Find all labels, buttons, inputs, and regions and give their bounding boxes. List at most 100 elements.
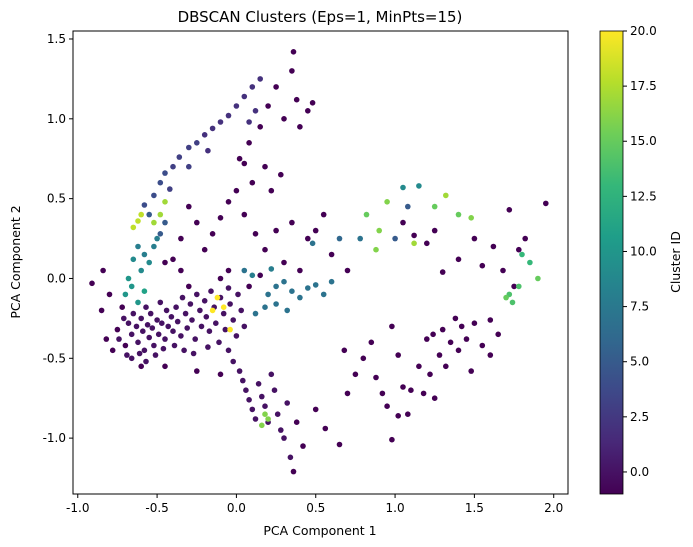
scatter-point — [128, 331, 135, 338]
scatter-point — [443, 192, 449, 199]
scatter-point — [503, 294, 509, 301]
scatter-point — [236, 368, 243, 374]
scatter-point — [157, 211, 164, 218]
scatter-point — [405, 203, 411, 210]
scatter-point — [389, 323, 395, 330]
colorbar-ticks: 0.0 2.5 5.0 7.5 10.0 12.5 15.0 17.5 20.0 — [623, 24, 657, 479]
colorbar-tick-label: 2.5 — [630, 410, 649, 424]
scatter-point — [189, 317, 195, 323]
scatter-point — [320, 291, 327, 298]
scatter-point — [309, 100, 316, 106]
scatter-point — [290, 49, 297, 55]
scatter-point — [455, 347, 462, 354]
scatter-point — [225, 267, 232, 274]
scatter-point — [320, 211, 327, 218]
scatter-point — [186, 144, 192, 151]
scatter-point — [141, 251, 148, 258]
scatter-point — [511, 283, 517, 290]
scatter-point — [151, 192, 157, 199]
scatter-point — [268, 266, 275, 272]
scatter-point — [273, 283, 279, 290]
scatter-point — [116, 336, 122, 342]
scatter-point — [192, 336, 198, 342]
scatter-point — [455, 211, 462, 218]
points-layer — [89, 49, 549, 475]
scatter-point — [233, 333, 240, 339]
scatter-point — [162, 170, 168, 176]
scatter-point — [225, 285, 232, 291]
scatter-point — [176, 154, 183, 160]
scatter-point — [479, 262, 486, 269]
scatter-point — [249, 179, 256, 186]
y-tick-label: 1.0 — [47, 112, 66, 126]
scatter-point — [201, 246, 208, 253]
scatter-point — [431, 203, 438, 210]
scatter-point — [405, 411, 411, 418]
scatter-point — [89, 280, 95, 287]
scatter-point — [516, 283, 522, 290]
scatter-point — [246, 397, 252, 403]
scatter-point — [186, 283, 192, 290]
scatter-point — [265, 103, 271, 109]
scatter-point — [344, 390, 351, 397]
scatter-point — [214, 294, 221, 301]
scatter-point — [535, 275, 541, 282]
scatter-point — [233, 187, 240, 194]
scatter-point — [209, 307, 216, 314]
scatter-point — [146, 211, 152, 218]
scatter-point — [246, 283, 252, 290]
scatter-point — [284, 307, 291, 314]
y-tick-label: 0.5 — [47, 192, 66, 206]
scatter-point — [509, 299, 516, 306]
scatter-point — [155, 331, 162, 338]
x-tick-label: 0.0 — [227, 501, 246, 515]
scatter-point — [289, 219, 295, 226]
scatter-point — [281, 116, 287, 122]
scatter-point — [273, 227, 279, 234]
scatter-point — [163, 307, 170, 314]
scatter-point — [106, 291, 113, 298]
scatter-point — [100, 267, 106, 274]
scatter-point — [230, 317, 236, 323]
x-tick-label: -0.5 — [145, 501, 168, 515]
scatter-point — [168, 314, 175, 320]
scatter-point — [416, 183, 422, 189]
scatter-point — [119, 304, 125, 311]
scatter-point — [154, 235, 160, 242]
scatter-point — [257, 272, 264, 279]
scatter-point — [146, 334, 152, 341]
scatter-point — [274, 411, 281, 418]
scatter-point — [220, 310, 227, 317]
scatter-point — [268, 187, 275, 194]
scatter-point — [162, 363, 168, 370]
scatter-point — [147, 310, 154, 317]
scatter-point — [300, 443, 306, 449]
scatter-point — [458, 323, 465, 330]
scatter-point — [249, 84, 256, 90]
scatter-point — [305, 108, 311, 114]
scatter-point — [389, 436, 395, 443]
scatter-point — [135, 339, 141, 346]
scatter-point — [194, 368, 200, 374]
scatter-point — [262, 411, 268, 418]
scatter-point — [154, 317, 160, 323]
colorbar — [599, 30, 624, 495]
scatter-point — [135, 243, 141, 250]
scatter-point — [293, 96, 300, 103]
scatter-point — [141, 288, 148, 295]
scatter-point — [273, 84, 279, 90]
scatter-point — [436, 352, 443, 358]
y-axis: -1.0 -0.5 0.0 0.5 1.0 1.5 — [43, 32, 73, 445]
scatter-point — [297, 267, 303, 274]
scatter-point — [281, 259, 287, 266]
scatter-point — [543, 200, 549, 207]
scatter-point — [173, 304, 179, 311]
colorbar-tick-label: 12.5 — [630, 189, 657, 203]
scatter-point — [305, 285, 311, 291]
scatter-point — [179, 294, 186, 301]
scatter-point — [516, 246, 522, 253]
scatter-point — [252, 310, 259, 317]
scatter-point — [336, 441, 343, 448]
scatter-point — [241, 211, 248, 218]
